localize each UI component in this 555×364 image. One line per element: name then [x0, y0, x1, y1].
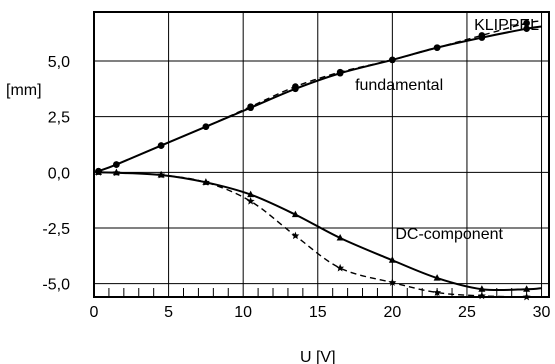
series-line: [98, 25, 542, 173]
data-point: [336, 263, 345, 272]
annotations: fundamental DC-component: [355, 77, 503, 243]
x-tick-label: 20: [383, 304, 401, 321]
fundamental-label: fundamental: [355, 77, 443, 94]
x-tick-label: 10: [234, 304, 252, 321]
data-point: [388, 278, 397, 286]
data-point: [336, 233, 344, 241]
klippel-brand: KLIPPEL: [474, 17, 539, 34]
x-tick-label: 15: [309, 304, 327, 321]
x-axis-label: U [V]: [300, 349, 336, 364]
x-tick-label: 25: [458, 304, 476, 321]
x-tick-label: 30: [533, 304, 551, 321]
data-point: [292, 83, 299, 90]
data-point: [157, 170, 166, 179]
data-point: [336, 68, 344, 76]
data-point: [202, 123, 210, 130]
series-fundamental-dashed: [95, 19, 542, 175]
data-point: [478, 32, 486, 39]
data-point: [523, 19, 530, 27]
series-line: [98, 20, 542, 172]
y-tick-label: -2,5: [42, 221, 70, 238]
data-point: [478, 285, 486, 292]
series-layer: [94, 19, 542, 301]
data-point: [433, 288, 442, 296]
y-tick-label: 0,0: [48, 165, 70, 182]
data-point: [291, 231, 300, 240]
data-point: [433, 44, 441, 51]
data-point: [201, 178, 210, 186]
y-axis-label: [mm]: [6, 82, 42, 99]
data-point: [247, 190, 255, 198]
data-point: [157, 142, 165, 149]
tick-labels: 0 5 10 15 20 25 30 -5,0 -2,5 0,0 2,5 5,0: [42, 54, 550, 321]
series-fundamental-solid: [95, 25, 542, 175]
y-tick-label: 5,0: [48, 54, 70, 71]
data-point: [247, 103, 254, 110]
data-point: [433, 274, 441, 281]
y-tick-label: 2,5: [48, 110, 70, 127]
data-point: [477, 291, 486, 300]
plot-frame: [93, 11, 550, 298]
data-point: [388, 256, 396, 263]
data-point: [389, 56, 396, 64]
data-point: [113, 161, 120, 168]
dc-component-label: DC-component: [395, 226, 503, 243]
series-line: [98, 171, 542, 298]
data-point: [291, 210, 299, 218]
x-tick-label: 5: [164, 304, 173, 321]
data-point: [523, 285, 531, 292]
series-line: [98, 171, 542, 292]
data-point: [94, 168, 103, 176]
data-point: [246, 197, 255, 205]
grid: [93, 12, 549, 297]
data-point: [523, 25, 530, 32]
data-point: [112, 168, 121, 177]
y-tick-label: -5,0: [42, 277, 70, 294]
x-tick-label: 0: [90, 304, 99, 321]
